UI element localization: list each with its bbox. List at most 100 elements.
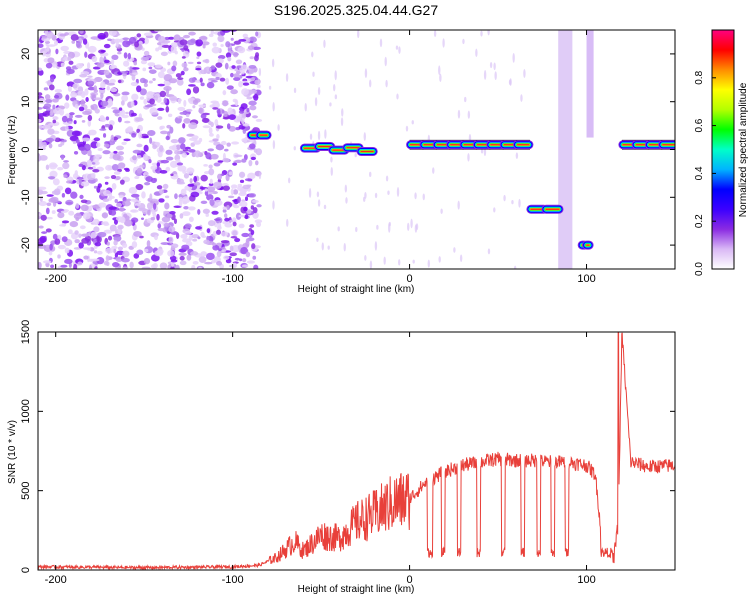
noise-blob: [249, 105, 257, 111]
noise-blob: [230, 235, 238, 239]
noise-blob: [228, 125, 236, 132]
noise-blob: [196, 51, 202, 57]
noise-blob: [160, 51, 168, 57]
noise-blob: [160, 125, 165, 129]
noise-blob: [412, 259, 415, 264]
noise-blob: [223, 201, 233, 209]
noise-blob: [131, 93, 139, 101]
noise-blob: [87, 247, 92, 251]
noise-blob: [52, 98, 59, 103]
noise-blob: [206, 228, 211, 234]
noise-blob: [119, 179, 125, 185]
noise-blob: [231, 65, 236, 69]
noise-blob: [89, 154, 94, 162]
noise-blob: [191, 234, 200, 239]
noise-blob: [185, 108, 193, 112]
noise-blob: [133, 61, 138, 66]
noise-blob: [143, 171, 149, 176]
noise-blob: [237, 183, 243, 187]
noise-blob: [78, 163, 84, 167]
noise-blob: [148, 159, 152, 164]
noise-blob: [68, 210, 75, 216]
noise-blob: [161, 216, 171, 223]
noise-blob: [205, 213, 209, 217]
noise-blob: [224, 148, 229, 152]
noise-blob: [74, 170, 78, 176]
noise-blob: [149, 193, 153, 201]
noise-blob: [200, 231, 205, 238]
noise-blob: [215, 144, 225, 151]
noise-blob: [100, 81, 106, 89]
noise-blob: [225, 52, 232, 58]
noise-blob: [232, 230, 238, 237]
noise-blob: [217, 54, 226, 60]
noise-blob: [97, 32, 106, 40]
noise-blob: [52, 119, 57, 124]
noise-blob: [144, 181, 151, 186]
noise-blob: [141, 191, 146, 199]
noise-blob: [226, 123, 231, 130]
noise-blob: [203, 164, 208, 167]
noise-blob: [200, 200, 208, 204]
noise-blob: [226, 85, 234, 90]
noise-blob: [242, 128, 247, 134]
noise-blob: [181, 244, 190, 251]
spectrogram-x-tick-label: -100: [222, 273, 244, 285]
noise-blob: [246, 209, 252, 214]
noise-blob: [184, 231, 192, 236]
noise-blob: [518, 198, 521, 208]
noise-blob: [255, 160, 259, 166]
noise-blob: [113, 248, 117, 254]
noise-blob: [178, 199, 183, 207]
noise-blob: [188, 122, 198, 130]
noise-blob: [114, 199, 118, 203]
noise-blob: [228, 219, 234, 223]
noise-blob: [215, 125, 224, 129]
snr-y-ticks: 0 500 1000 1500: [20, 320, 675, 573]
noise-blob: [44, 94, 51, 100]
noise-blob: [190, 191, 200, 198]
noise-blob: [494, 71, 497, 81]
noise-blob: [123, 213, 128, 218]
noise-blob: [136, 143, 143, 148]
noise-blob: [186, 254, 192, 261]
noise-blob: [127, 52, 132, 60]
noise-blob: [78, 233, 82, 238]
noise-blob: [71, 130, 81, 137]
noise-blob: [88, 264, 92, 269]
noise-blob: [354, 152, 357, 158]
noise-blob: [453, 247, 456, 253]
noise-blob: [96, 62, 105, 68]
noise-blob: [146, 240, 151, 248]
noise-blob: [38, 244, 47, 249]
noise-blob: [196, 61, 202, 65]
noise-blob: [129, 198, 138, 202]
spectrogram-y-label: Frequency (Hz): [7, 116, 18, 185]
noise-blob: [81, 233, 90, 237]
noise-blob: [139, 88, 147, 96]
noise-blob: [480, 30, 483, 37]
noise-blob: [103, 43, 111, 49]
noise-blob: [133, 231, 142, 237]
noise-blob: [92, 218, 100, 226]
noise-blob: [38, 43, 44, 48]
noise-blob: [103, 143, 110, 148]
noise-blob: [130, 209, 137, 213]
noise-blob: [238, 214, 246, 218]
noise-blob: [106, 82, 115, 86]
noise-blob: [165, 135, 170, 141]
noise-blob: [200, 82, 205, 87]
noise-blob: [149, 98, 155, 105]
noise-blob: [232, 162, 238, 166]
noise-blob: [209, 178, 213, 185]
noise-blob: [170, 261, 175, 267]
noise-blob: [369, 171, 372, 177]
noise-blob: [38, 119, 42, 123]
noise-blob: [128, 186, 138, 194]
noise-blob: [157, 227, 166, 232]
colorbar-label: Normalized spectral amplitude: [738, 82, 749, 217]
noise-blob: [132, 155, 137, 161]
noise-blob: [165, 149, 173, 155]
noise-blob: [464, 96, 467, 103]
noise-blob: [240, 103, 248, 110]
